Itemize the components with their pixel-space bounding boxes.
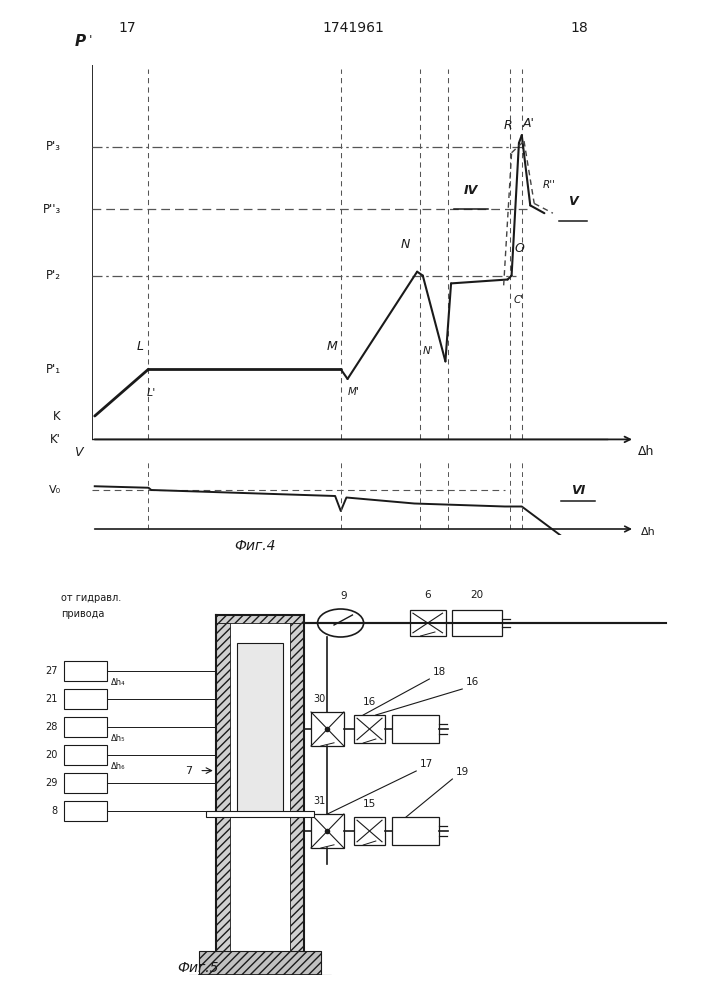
Text: Δh₅: Δh₅ bbox=[110, 734, 125, 743]
Bar bbox=[64, 745, 107, 765]
Text: K': K' bbox=[50, 433, 61, 446]
Bar bbox=[189, 975, 331, 995]
Text: ': ' bbox=[89, 34, 93, 47]
Text: 1741961: 1741961 bbox=[322, 21, 385, 35]
Text: 31: 31 bbox=[313, 796, 325, 806]
Bar bbox=[311, 814, 344, 848]
Bar bbox=[409, 610, 446, 636]
Bar bbox=[392, 715, 439, 743]
Text: 16: 16 bbox=[465, 677, 479, 687]
Text: P: P bbox=[75, 34, 86, 49]
Text: P''₃: P''₃ bbox=[42, 203, 61, 216]
Text: VI: VI bbox=[571, 484, 585, 497]
Text: Δh: Δh bbox=[641, 527, 655, 537]
Text: Фиг.4: Фиг.4 bbox=[234, 539, 275, 553]
Text: P'₂: P'₂ bbox=[46, 269, 61, 282]
Text: 17: 17 bbox=[119, 21, 136, 35]
Text: V: V bbox=[568, 195, 578, 208]
Text: 7: 7 bbox=[185, 766, 192, 776]
Text: N': N' bbox=[423, 346, 434, 356]
Bar bbox=[64, 661, 107, 681]
Bar bbox=[64, 689, 107, 709]
Text: M: M bbox=[327, 340, 338, 353]
Text: 29: 29 bbox=[45, 778, 58, 788]
Text: K: K bbox=[53, 410, 61, 422]
Bar bbox=[216, 615, 305, 623]
Text: 18: 18 bbox=[571, 21, 589, 35]
Text: R'': R'' bbox=[542, 180, 556, 190]
Bar bbox=[311, 712, 344, 746]
Text: P'₁: P'₁ bbox=[46, 363, 61, 376]
Text: A': A' bbox=[522, 117, 534, 130]
Text: 20: 20 bbox=[470, 590, 484, 600]
Text: 19: 19 bbox=[456, 767, 469, 777]
Bar bbox=[290, 623, 305, 951]
Text: привода: привода bbox=[62, 609, 105, 619]
Text: от гидравл.: от гидравл. bbox=[62, 593, 122, 603]
Text: Δh: Δh bbox=[638, 445, 654, 458]
Text: 18: 18 bbox=[433, 667, 446, 677]
Bar bbox=[237, 643, 284, 813]
Text: 27: 27 bbox=[45, 666, 58, 676]
Text: 20: 20 bbox=[45, 750, 58, 760]
Bar bbox=[206, 811, 315, 817]
Text: V₀: V₀ bbox=[49, 485, 61, 495]
Text: 6: 6 bbox=[424, 590, 431, 600]
Text: N: N bbox=[401, 238, 411, 251]
Text: 28: 28 bbox=[45, 722, 58, 732]
Bar bbox=[392, 817, 439, 845]
Text: L': L' bbox=[146, 388, 156, 398]
Bar bbox=[64, 801, 107, 821]
Bar bbox=[64, 717, 107, 737]
Text: 30: 30 bbox=[313, 694, 325, 704]
Text: 15: 15 bbox=[363, 799, 376, 809]
Bar bbox=[216, 623, 230, 951]
Text: O: O bbox=[514, 242, 524, 255]
Text: Фиг.5: Фиг.5 bbox=[177, 961, 218, 975]
Text: 21: 21 bbox=[45, 694, 58, 704]
Text: L: L bbox=[136, 340, 144, 353]
Text: R: R bbox=[503, 119, 512, 132]
Bar bbox=[354, 715, 385, 743]
Text: 17: 17 bbox=[419, 759, 433, 769]
Text: 16: 16 bbox=[363, 697, 376, 707]
Text: M': M' bbox=[347, 387, 359, 397]
Bar bbox=[64, 773, 107, 793]
Bar bbox=[199, 951, 321, 975]
Text: P'₃: P'₃ bbox=[46, 140, 61, 153]
Text: 9: 9 bbox=[341, 591, 347, 601]
Text: V: V bbox=[74, 446, 82, 459]
Text: Δh₆: Δh₆ bbox=[110, 762, 125, 771]
Bar bbox=[452, 610, 502, 636]
Text: IV: IV bbox=[464, 184, 478, 197]
Text: C': C' bbox=[514, 295, 524, 305]
Text: Δh₄: Δh₄ bbox=[110, 678, 125, 687]
Text: 8: 8 bbox=[52, 806, 58, 816]
Bar bbox=[354, 817, 385, 845]
